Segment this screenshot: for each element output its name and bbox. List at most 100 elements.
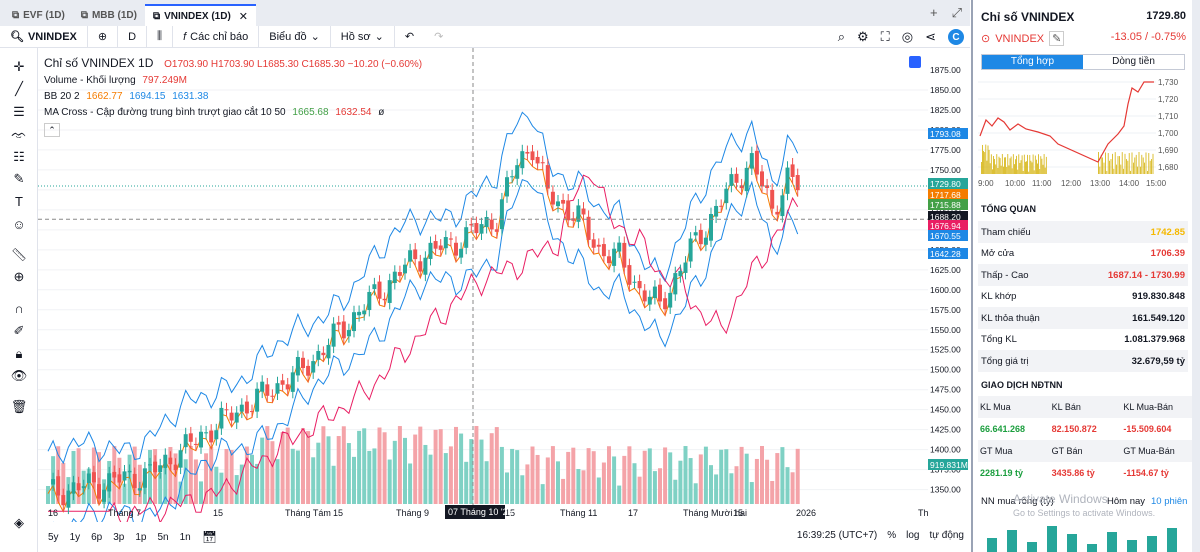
panel-scrollbar[interactable] [1192,0,1200,552]
candle-body [56,476,61,496]
range-5y[interactable]: 5y [48,531,59,543]
candle-body [112,471,117,478]
mini-volume-bar [1113,168,1115,174]
volume-bar [265,426,270,504]
close-tab-icon[interactable]: ✕ [238,10,248,23]
lock-icon[interactable]: 🔒︎ [15,346,23,361]
candle-body [71,482,76,494]
brush-icon[interactable]: ✎ [13,171,25,186]
range-5d[interactable]: 5n [157,531,169,543]
candle-body [734,173,739,183]
profile-dropdown[interactable]: Hồ sơ ⌄ [331,25,395,48]
log-toggle[interactable]: log [906,530,920,541]
range-1d[interactable]: 1n [179,531,191,543]
camera-icon[interactable]: ◎ [901,29,914,44]
eye-icon[interactable]: 👁︎ [10,368,28,383]
add-tab-icon[interactable]: + [930,5,938,20]
volume-bar [754,458,759,504]
candle-body [311,361,316,373]
price-tick-label: 1850.00 [930,85,961,95]
chart-icon: ⧉ [152,10,161,22]
candle-body [392,271,397,284]
settings-icon[interactable]: ⚙ [856,29,869,44]
collapse-legend-button[interactable]: ⌃ [44,123,60,137]
compare-button[interactable]: ⊕ [88,25,119,48]
candle-body [413,249,418,260]
tab-evf[interactable]: ⧉ EVF (1D) [4,4,73,26]
mini-price-line [979,81,1154,163]
net-period-today[interactable]: Hôm nay [1107,496,1146,507]
range-1y[interactable]: 1y [69,531,81,543]
candle-body [290,372,295,392]
text-icon[interactable]: T [15,194,23,209]
mini-volume-bar [1147,170,1148,174]
candle-body [652,286,657,299]
mini-volume-bar [994,158,995,174]
time-axis-label: 16 [48,508,58,518]
fib-levels-icon[interactable]: ☷ [13,149,25,164]
range-1m[interactable]: 1p [135,531,147,543]
interval-button[interactable]: D [118,25,148,48]
share-icon[interactable]: ⋖ [925,29,936,44]
percent-toggle[interactable]: % [887,530,897,541]
zoom-in-icon[interactable]: ⊕ [13,269,25,284]
volume-bar [377,427,382,504]
candle-body [132,473,137,489]
mini-volume-bar [1151,159,1152,174]
tab-overview[interactable]: Tổng hợp [982,55,1083,69]
trend-line-icon[interactable]: ╱ [15,81,23,96]
magnet-icon[interactable]: ∩ [14,301,24,316]
price-axis[interactable]: 1875.001850.001825.001800.001775.001750.… [928,48,970,522]
indicators-button[interactable]: f Các chỉ báo [173,25,260,48]
tab-money-flow[interactable]: Dòng tiền [1112,56,1155,67]
overview-value: 1.081.379.968 [1124,334,1185,345]
volume-label: Volume - Khối lượng [44,75,136,86]
layers-icon[interactable]: ◈ [14,515,24,530]
edit-icon[interactable]: ✎ [1049,31,1065,46]
fullscreen-icon[interactable]: ⛶ [880,29,890,44]
pattern-icon[interactable]: ᨎ [11,126,27,141]
chart-tab-bar: ⧉ EVF (1D) ⧉ MBB (1D) ⧉ VNINDEX (1D) ✕ + ⤢ [0,0,970,26]
symbol-search-button[interactable]: 🔍︎ VNINDEX [0,25,88,48]
horizontal-lines-icon[interactable]: ☰ [13,104,25,119]
chart-style-button[interactable]: ⫼ [147,25,174,48]
candle-body [418,261,423,272]
bb-up-value: 1694.15 [129,91,166,102]
ruler-icon[interactable]: 📏︎ [10,247,28,262]
chart-type-dropdown[interactable]: Biểu đồ ⌄ [259,25,331,48]
volume-bar [612,456,617,504]
trash-icon[interactable]: 🗑︎ [10,399,28,414]
undo-button[interactable]: ↶ [395,26,424,48]
redo-button[interactable]: ↷ [424,26,453,48]
candle-body [234,412,239,423]
expand-icon[interactable]: ⤢ [951,5,962,20]
calendar-icon[interactable]: 📅︎ [201,530,217,544]
time-axis-label: Tháng [918,508,928,518]
range-3m[interactable]: 3p [113,531,125,543]
mini-volume-bar [1142,157,1144,174]
candle-body [698,229,703,245]
app-logo-icon[interactable]: C [948,29,964,45]
candle-body [219,407,224,429]
candle-body [632,281,637,283]
price-tick-label: 1500.00 [930,365,961,375]
tab-mbb[interactable]: ⧉ MBB (1D) [73,4,145,26]
mini-x-label: 10:00 [1005,179,1026,188]
scale-toggle-icon [909,56,921,68]
price-tick-label: 1400.00 [930,445,961,455]
zoom-search-icon[interactable]: ⌕ [837,29,845,44]
volume-bar [158,472,163,504]
auto-toggle[interactable]: tự động [929,530,965,541]
crosshair-icon[interactable]: ✛ [13,59,25,74]
symbol-text: VNINDEX [995,32,1045,45]
lock-pencil-icon[interactable]: ✐ [13,323,25,338]
overview-value: 1706.39 [1150,248,1185,259]
overview-row: Tham chiếu 1742.85 [978,221,1188,243]
candle-body [285,384,290,390]
range-6m[interactable]: 6p [91,531,103,543]
volume-bar [341,426,346,504]
emoji-icon[interactable]: ☺ [12,217,26,232]
tab-vnindex[interactable]: ⧉ VNINDEX (1D) ✕ [144,4,256,26]
net-period-10[interactable]: 10 phiên [1151,496,1188,507]
